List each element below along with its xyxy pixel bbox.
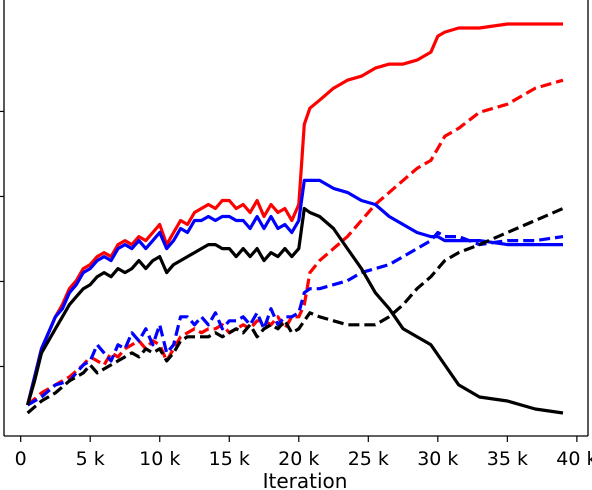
axes-layer	[3, 0, 589, 437]
series-red-dashed	[26, 78, 564, 407]
x-tick-label: 35 k	[487, 448, 528, 470]
x-tick-label: 0	[15, 448, 27, 470]
series-blue-dashed	[26, 230, 564, 407]
x-tick-label: 30 k	[417, 448, 458, 470]
series-blue-solid	[26, 178, 563, 406]
x-tick-label: 25 k	[348, 448, 389, 470]
x-tick-label: 5 k	[76, 448, 105, 470]
x-axis-label: Iteration	[263, 469, 348, 490]
ticks-layer: 0 5 k 10 k 15 k 20 k 25 k 30 k 35 k 40 k	[0, 110, 592, 470]
series-black-dashed	[26, 207, 564, 415]
x-tick-label: 10 k	[139, 448, 180, 470]
series-red-solid	[26, 22, 563, 406]
x-tick-label: 40 k	[556, 448, 592, 470]
x-tick-label: 20 k	[278, 448, 319, 470]
x-tick-label: 15 k	[209, 448, 250, 470]
series-black-solid	[26, 206, 564, 415]
series-layer	[26, 22, 564, 415]
